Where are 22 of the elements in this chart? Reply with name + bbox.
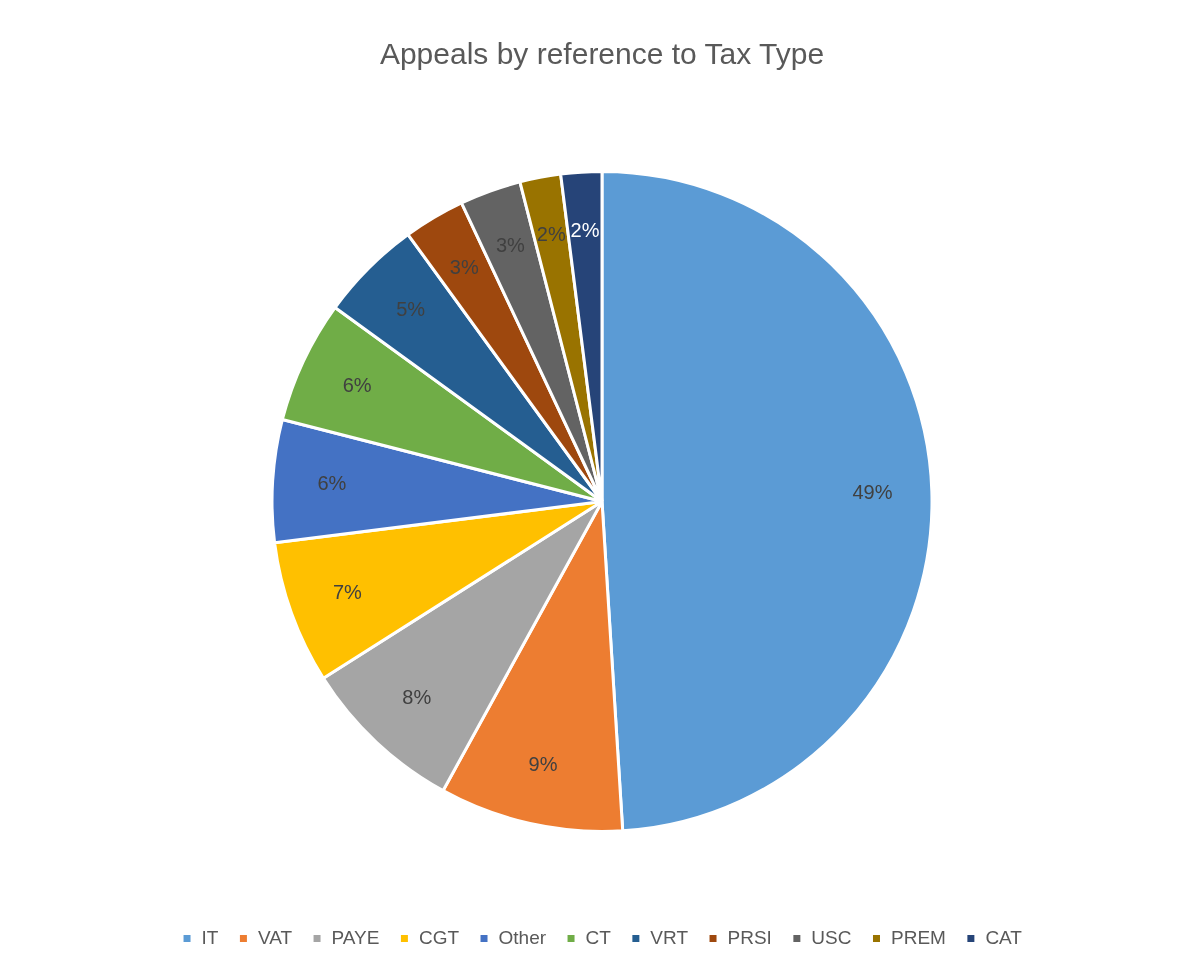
chart-title: Appeals by reference to Tax Type — [379, 37, 825, 71]
data-label: 6% — [342, 373, 372, 396]
legend-label: CT — [585, 926, 612, 948]
data-label: 9% — [528, 753, 558, 776]
legend-label: VRT — [650, 926, 689, 948]
legend-label: CGT — [418, 926, 460, 948]
data-label: 7% — [332, 580, 363, 603]
legend-label: IT — [201, 926, 219, 948]
data-label: 8% — [402, 686, 432, 709]
legend-label: Other — [498, 926, 547, 948]
legend-label: USC — [811, 926, 852, 948]
data-label: 2% — [570, 218, 600, 241]
data-label: 5% — [396, 297, 426, 320]
data-label: 2% — [536, 223, 566, 246]
data-label: 6% — [317, 472, 347, 495]
legend-label: PAYE — [331, 926, 380, 948]
legend-label: PRSI — [727, 926, 772, 948]
legend-label: CAT — [985, 926, 1023, 948]
data-label: 49% — [852, 480, 893, 503]
legend-label: PREM — [890, 926, 946, 948]
data-label: 3% — [449, 256, 479, 279]
legend-label: VAT — [257, 926, 293, 948]
